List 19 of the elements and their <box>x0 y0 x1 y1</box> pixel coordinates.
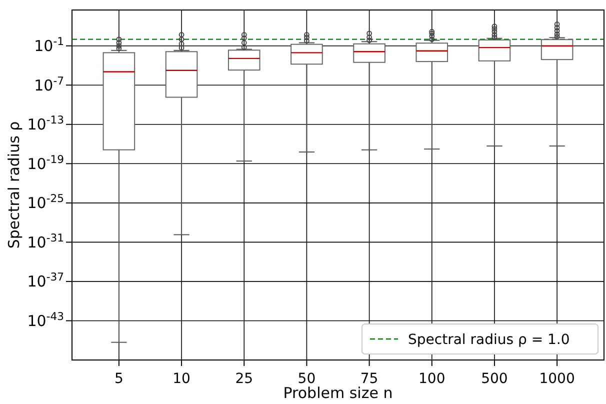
y-tick-label: 10$^{-1}$ <box>34 34 64 56</box>
y-tick-label: 10$^{-7}$ <box>34 74 64 94</box>
x-tick-label: 100 <box>418 371 446 387</box>
y-tick-label: 10$^{-37}$ <box>27 270 64 291</box>
y-axis-title: Spectral radius ρ <box>5 121 23 249</box>
x-tick-label: 75 <box>360 371 378 387</box>
x-tick-label: 25 <box>235 371 254 387</box>
y-tick-label: 10$^{-19}$ <box>27 152 64 173</box>
x-axis-title: Problem size n <box>283 384 393 402</box>
legend-label: Spectral radius ρ = 1.0 <box>408 332 570 348</box>
x-tick-label: 500 <box>481 371 508 387</box>
y-tick-label: 10$^{-25}$ <box>27 192 64 212</box>
y-tick-label: 10$^{-13}$ <box>27 113 64 134</box>
x-tick-label: 5 <box>114 371 124 387</box>
y-tick-label: 10$^{-43}$ <box>27 309 64 330</box>
x-tick-label: 1000 <box>539 371 575 387</box>
x-tick-label: 50 <box>298 371 316 387</box>
x-tick-label: 10 <box>172 371 190 387</box>
y-tick-label: 10$^{-31}$ <box>27 230 64 252</box>
